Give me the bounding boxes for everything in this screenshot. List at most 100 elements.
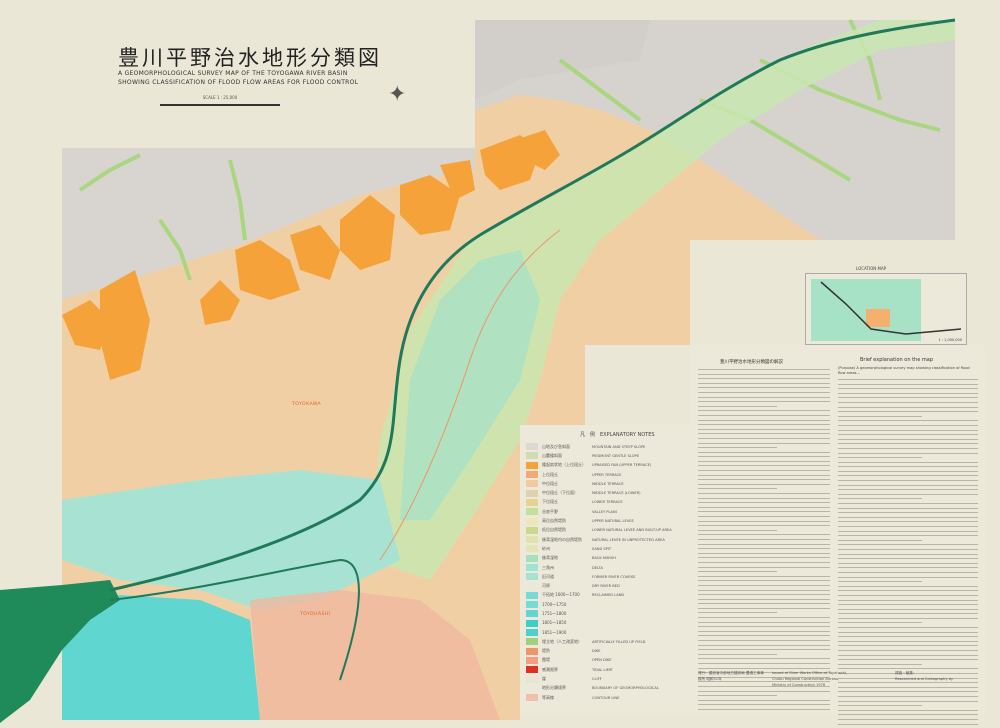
- text-line: [838, 493, 978, 495]
- legend-label-english: MOUNTAIN AND STEEP SLOPE: [592, 444, 646, 449]
- text-line: [838, 457, 922, 459]
- legend-swatch: [526, 629, 538, 637]
- text-line: [698, 663, 830, 664]
- legend-swatch: [526, 564, 538, 571]
- text-line: [698, 681, 830, 683]
- publisher-japanese: 発行：建設省中部地方建設局 豊橋工事事務所 昭和51年: [698, 671, 764, 681]
- legend-item: 等高線 CONTOUR LINE: [526, 693, 690, 702]
- text-line: [838, 475, 978, 477]
- explanation-text-japanese: [698, 369, 830, 714]
- text-line: [838, 709, 978, 711]
- text-line: [698, 534, 830, 536]
- text-line: [698, 676, 830, 678]
- explanation-title-english: Brief explanation on the map: [860, 357, 933, 363]
- text-line: [838, 397, 978, 399]
- legend-label-english: ARTIFICIALLY FILLED UP FIELD: [592, 639, 646, 644]
- location-map-scale: 1 : 1,000,000: [938, 338, 962, 342]
- legend-label-japanese: 崖: [542, 676, 546, 682]
- legend-label-english: RECLAIMED LAND: [592, 593, 625, 598]
- scale-bar: SCALE 1 : 25,000: [160, 95, 280, 106]
- explanation-title-japanese: 豊川平野治水地形分類図の解説: [720, 360, 783, 365]
- publisher-en-2: Chubu Regional Construction Bureau,: [772, 677, 840, 681]
- terrace-patch: [290, 225, 340, 280]
- legend-label-english: SAND SPIT: [592, 546, 612, 551]
- text-line: [698, 584, 830, 586]
- text-line: [698, 621, 830, 623]
- text-line: [698, 378, 830, 380]
- legend-label-english: TIDAL LIMIT: [592, 667, 613, 672]
- legend-swatch: [526, 573, 538, 581]
- text-line: [698, 396, 830, 398]
- text-line: [838, 443, 978, 445]
- text-line: [698, 387, 830, 389]
- legend-label-english: UPPER TERRACE: [592, 472, 622, 477]
- legend-swatch: [526, 452, 538, 460]
- legend-label-japanese: 1751〜1800: [542, 610, 567, 616]
- text-line: [838, 627, 978, 629]
- legend-item: 谷底平野 VALLEY PLAIN: [526, 507, 690, 516]
- terrace-patch: [100, 270, 150, 380]
- text-line: [698, 658, 830, 660]
- text-line: [838, 659, 978, 661]
- text-line: [838, 571, 978, 573]
- text-line: [838, 466, 978, 468]
- terrace-patch: [440, 160, 475, 200]
- legend-item: 1751〜1800: [526, 609, 690, 618]
- survey-credit: 調査・編集： Researched and Cartography by: [895, 670, 980, 682]
- legend-label-english: BOUNDARY OF GEOMORPHOLOGICAL: [592, 686, 659, 691]
- legend-item: 1801〜1850: [526, 619, 690, 628]
- legend-label-english: VALLEY PLAIN: [592, 509, 617, 514]
- legend-label-english: LOWER NATURAL LEVEE AND BUILT-UP AREA: [592, 528, 672, 533]
- text-line: [698, 685, 830, 687]
- text-line: [698, 538, 830, 540]
- text-line: [838, 622, 922, 624]
- text-line: [838, 576, 978, 578]
- text-line: [698, 373, 830, 375]
- legend-label-japanese: 隆起扇状地（上位段丘）: [542, 462, 586, 468]
- legend-swatch: [526, 471, 538, 479]
- text-line: [698, 525, 830, 527]
- text-line: [838, 507, 978, 509]
- legend-label-japanese: 山地及び急斜面: [542, 443, 570, 449]
- legend-label-japanese: 1801〜1850: [542, 620, 567, 626]
- river-valley-band: [370, 20, 955, 580]
- map-title-english-2: SHOWING CLASSIFICATION OF FLOOD FLOW ARE…: [118, 79, 359, 86]
- text-line: [698, 552, 830, 554]
- text-line: [838, 553, 978, 555]
- text-line: [698, 543, 830, 545]
- text-line: [698, 488, 778, 490]
- text-line: [698, 566, 830, 568]
- legend-item: 崖 CLIFF: [526, 674, 690, 683]
- text-line: [838, 695, 978, 697]
- text-line: [838, 567, 978, 569]
- legend-swatch: [526, 480, 538, 488]
- text-line: [698, 419, 830, 421]
- legend-item: 河原 DRY RIVER BED: [526, 581, 690, 590]
- text-line: [838, 503, 978, 505]
- text-line: [838, 424, 978, 426]
- scale-line: [160, 104, 280, 106]
- text-line: [698, 672, 830, 674]
- legend-swatch: [526, 536, 538, 544]
- text-line: [838, 599, 978, 601]
- text-line: [838, 535, 978, 537]
- legend-item: 堤防 DIKE: [526, 647, 690, 656]
- text-line: [838, 411, 978, 413]
- location-railway: [820, 281, 962, 335]
- text-line: [698, 626, 830, 628]
- text-line: [838, 548, 978, 550]
- map-title-japanese: 豊川平野治水地形分類図: [118, 46, 382, 70]
- text-line: [698, 529, 778, 531]
- text-line: [838, 682, 978, 684]
- legend-item: 埋立地（人工改変地） ARTIFICIALLY FILLED UP FIELD: [526, 637, 690, 646]
- legend-label-english: MIDDLE TERRACE: [592, 481, 624, 486]
- text-line: [698, 502, 830, 504]
- legend-swatch: [526, 601, 538, 609]
- dike-line: [379, 229, 561, 561]
- text-line: [838, 562, 978, 564]
- legend-label-english: FORMER RIVER COURSE: [592, 574, 636, 579]
- text-line: [838, 640, 978, 642]
- legend-swatch: [526, 694, 538, 702]
- text-line: [838, 388, 978, 390]
- legend-swatch: [526, 582, 538, 590]
